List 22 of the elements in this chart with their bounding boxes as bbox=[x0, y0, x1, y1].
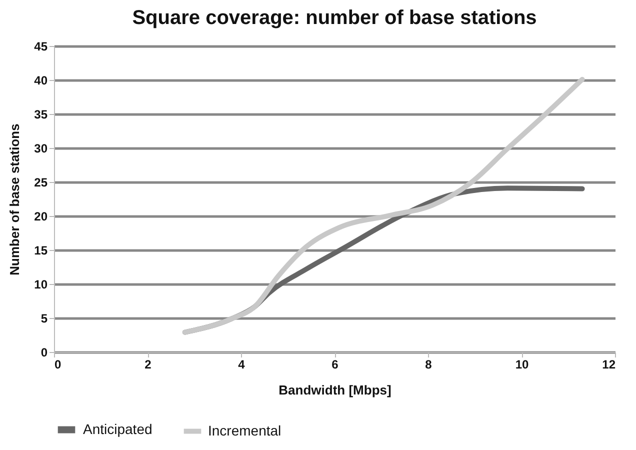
x-axis-title: Bandwidth [Mbps] bbox=[278, 382, 392, 398]
y-tick-label: 0 bbox=[40, 346, 48, 360]
x-tick-label: 12 bbox=[602, 358, 616, 372]
y-tick-label: 45 bbox=[34, 40, 48, 54]
y-axis-title: Number of base stations bbox=[7, 124, 22, 276]
y-tick-label: 10 bbox=[34, 278, 48, 292]
x-tick-label: 6 bbox=[332, 358, 339, 372]
legend-label: Incremental bbox=[208, 422, 282, 438]
y-tick-label: 5 bbox=[40, 312, 48, 326]
x-tick-label: 10 bbox=[515, 358, 529, 372]
y-tick-label: 40 bbox=[34, 74, 48, 88]
y-tick-label: 35 bbox=[34, 108, 48, 122]
y-tick-label: 20 bbox=[34, 210, 48, 224]
x-tick-label: 8 bbox=[425, 358, 432, 372]
y-tick-label: 30 bbox=[34, 142, 48, 156]
x-tick-label: 2 bbox=[144, 358, 152, 372]
x-tick-label: 0 bbox=[54, 358, 62, 372]
chart-title: Square coverage: number of base stations bbox=[132, 7, 537, 29]
x-tick-label: 4 bbox=[238, 358, 246, 372]
y-tick-label: 25 bbox=[34, 176, 48, 190]
y-tick-label: 15 bbox=[34, 244, 48, 258]
legend-label: Anticipated bbox=[83, 420, 152, 437]
